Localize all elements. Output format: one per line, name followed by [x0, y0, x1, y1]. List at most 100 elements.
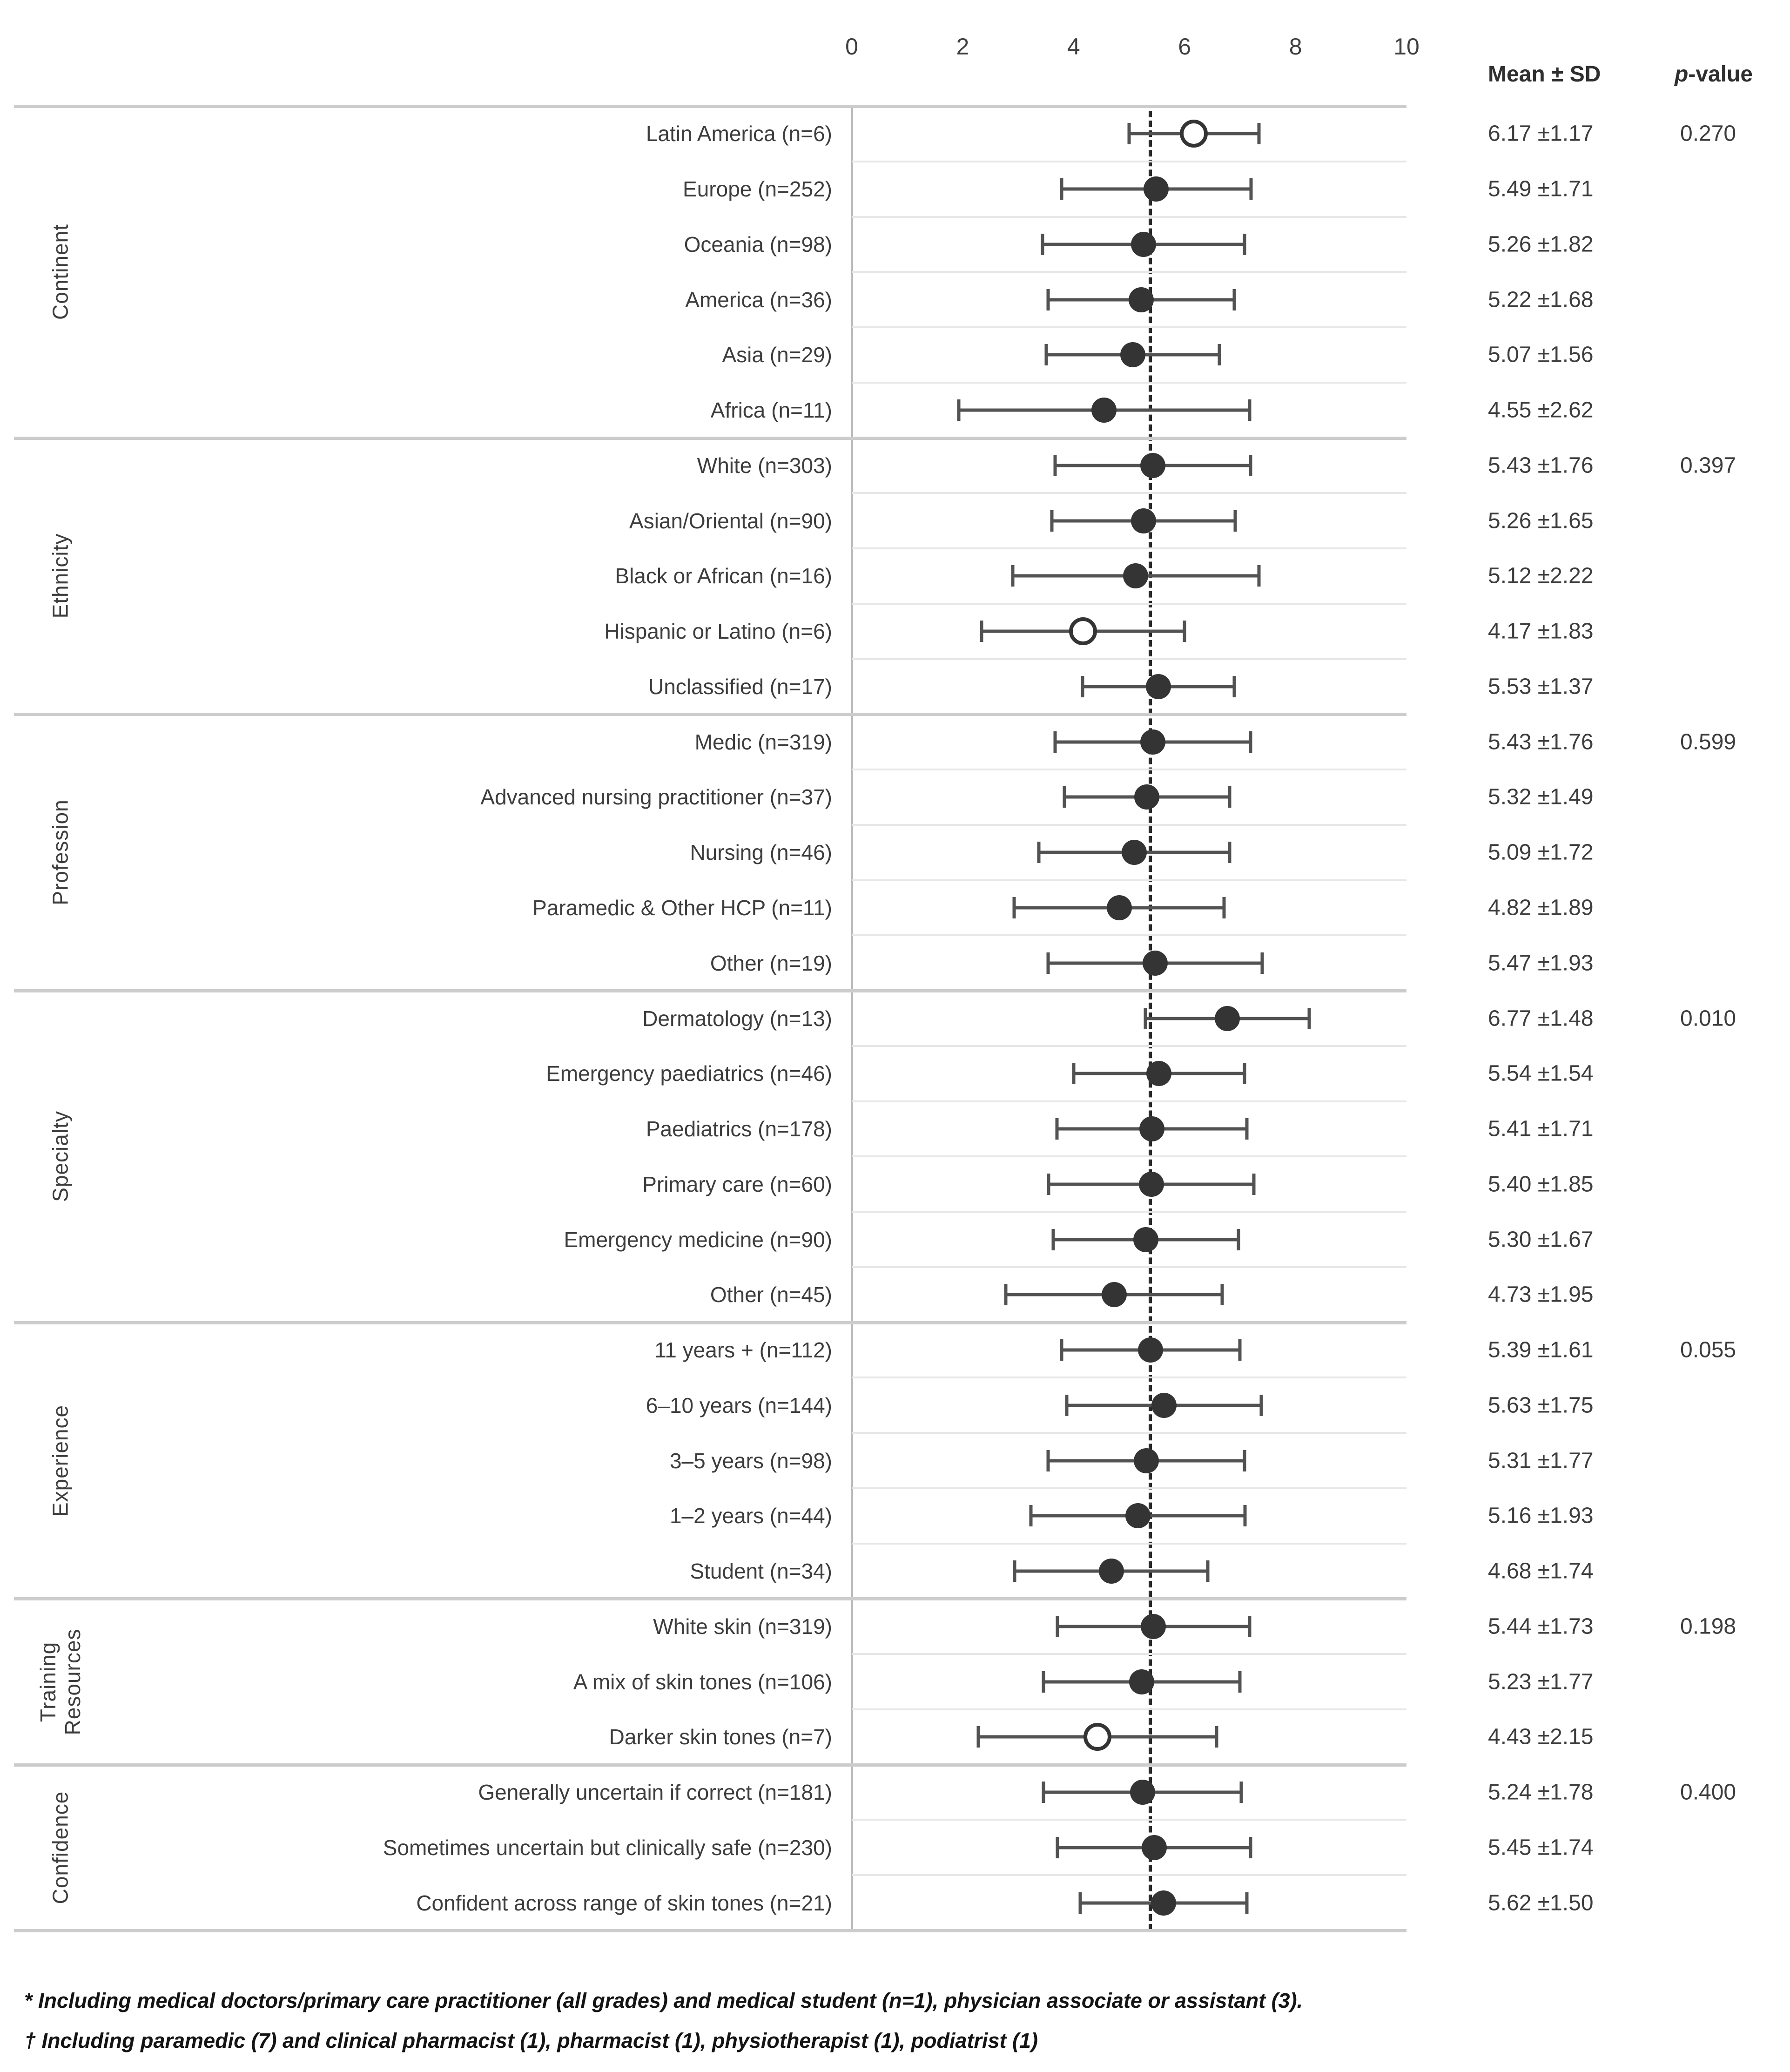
- mean-marker-filled-circle: [1121, 840, 1147, 865]
- mean-marker-open-circle: [1083, 1723, 1112, 1751]
- error-bar-cap-right: [1183, 621, 1186, 642]
- error-bar-cap-left: [1029, 1505, 1033, 1527]
- mean-sd-value: 5.47 ±1.93: [1488, 951, 1594, 976]
- error-bar-cap-left: [1063, 786, 1066, 808]
- mean-marker-filled-circle: [1214, 1006, 1240, 1031]
- mean-sd-value: 5.32 ±1.49: [1488, 784, 1594, 810]
- mean-sd-value: 5.49 ±1.71: [1488, 176, 1594, 202]
- mean-sd-value: 5.07 ±1.56: [1488, 342, 1594, 367]
- category-label-continent: Continent: [48, 224, 73, 320]
- row-label: Hispanic or Latino (n=6): [604, 619, 832, 644]
- row-label: Africa (n=11): [710, 398, 832, 423]
- group-boundary-line: [14, 436, 1406, 440]
- error-bar-cap-right: [1243, 1063, 1246, 1085]
- mean-marker-filled-circle: [1146, 674, 1171, 699]
- row-label: Nursing (n=46): [690, 840, 832, 865]
- row-label: Primary care (n=60): [642, 1172, 832, 1196]
- mean-sd-value: 5.41 ±1.71: [1488, 1116, 1594, 1141]
- mean-sd-value: 5.22 ±1.68: [1488, 287, 1594, 312]
- x-axis-tick-label: 10: [1393, 34, 1420, 60]
- mean-sd-value: 5.44 ±1.73: [1488, 1614, 1594, 1639]
- row-label: Asia (n=29): [722, 343, 832, 367]
- row-separator-line: [852, 492, 1406, 494]
- row-separator-line: [852, 381, 1406, 384]
- row-separator-line: [852, 1819, 1406, 1821]
- error-bar-cap-left: [976, 1726, 980, 1748]
- mean-sd-value: 5.12 ±2.22: [1488, 563, 1594, 588]
- mean-sd-value: 5.63 ±1.75: [1488, 1393, 1594, 1418]
- error-bar-cap-right: [1243, 1450, 1246, 1471]
- error-bar-cap-right: [1260, 952, 1264, 974]
- row-separator-line: [852, 1211, 1406, 1213]
- mean-sd-value: 5.43 ±1.76: [1488, 453, 1594, 478]
- error-bar-cap-right: [1257, 123, 1261, 145]
- mean-sd-value: 5.30 ±1.67: [1488, 1227, 1594, 1252]
- mean-marker-filled-circle: [1130, 1780, 1155, 1805]
- mean-marker-filled-circle: [1120, 342, 1146, 368]
- mean-marker-filled-circle: [1134, 784, 1160, 810]
- group-boundary-line: [14, 1597, 1406, 1601]
- row-label: Latin America (n=6): [646, 121, 832, 146]
- error-bar-cap-left: [1078, 1892, 1082, 1914]
- mean-sd-value: 5.23 ±1.77: [1488, 1669, 1594, 1694]
- error-bar-cap-left: [1081, 675, 1084, 697]
- mean-sd-value: 5.09 ±1.72: [1488, 840, 1594, 865]
- row-label: 1–2 years (n=44): [669, 1504, 832, 1528]
- row-label: 11 years + (n=112): [654, 1338, 832, 1363]
- p-value: 0.010: [1680, 1006, 1736, 1031]
- error-bar-cap-right: [1249, 454, 1252, 476]
- footnote-asterisk: * Including medical doctors/primary care…: [24, 1989, 1303, 2012]
- error-bar-cap-right: [1243, 1505, 1247, 1527]
- error-bar-cap-left: [1051, 1228, 1055, 1250]
- row-separator-line: [852, 1377, 1406, 1379]
- mean-marker-filled-circle: [1106, 895, 1132, 920]
- error-bar-cap-left: [1060, 178, 1063, 200]
- row-separator-line: [852, 823, 1406, 826]
- category-label-ethnicity: Ethnicity: [48, 533, 73, 619]
- mean-sd-value: 4.82 ±1.89: [1488, 895, 1594, 920]
- error-bar-cap-right: [1252, 1173, 1256, 1195]
- mean-marker-filled-circle: [1141, 1835, 1167, 1860]
- table-bottom-line: [14, 1929, 1406, 1932]
- error-bar-cap-right: [1249, 731, 1252, 753]
- reference-mean-dashed-line: [1149, 111, 1152, 1930]
- row-separator-line: [852, 271, 1406, 273]
- row-label: A mix of skin tones (n=106): [573, 1669, 832, 1694]
- error-bar-cap-left: [1065, 1394, 1069, 1416]
- mean-sd-value: 4.43 ±2.15: [1488, 1724, 1594, 1749]
- row-label: Darker skin tones (n=7): [609, 1725, 832, 1749]
- row-label: White skin (n=319): [653, 1614, 832, 1639]
- p-value: 0.400: [1680, 1780, 1736, 1805]
- mean-sd-value: 4.68 ±1.74: [1488, 1559, 1594, 1584]
- row-separator-line: [852, 1155, 1406, 1158]
- row-label: 3–5 years (n=98): [669, 1448, 832, 1473]
- error-bar-cap-right: [1259, 1394, 1263, 1416]
- row-separator-line: [852, 1708, 1406, 1710]
- group-boundary-line: [14, 989, 1406, 993]
- mean-marker-filled-circle: [1098, 1559, 1124, 1584]
- error-bar-cap-right: [1307, 1007, 1311, 1029]
- error-bar-cap-left: [1011, 565, 1015, 587]
- error-bar-cap-left: [1004, 1284, 1008, 1306]
- error-bar-cap-left: [1044, 344, 1048, 366]
- error-bar-cap-left: [1056, 1615, 1059, 1637]
- mean-sd-value: 4.55 ±2.62: [1488, 398, 1594, 423]
- error-bar-cap-right: [1238, 1671, 1242, 1693]
- error-bar-cap-left: [1050, 510, 1054, 532]
- row-separator-line: [852, 769, 1406, 771]
- row-label: Advanced nursing practitioner (n=37): [480, 785, 832, 810]
- mean-sd-value: 6.17 ±1.17: [1488, 121, 1594, 146]
- error-bar-cap-left: [1013, 1560, 1016, 1582]
- row-label: Europe (n=252): [683, 177, 832, 202]
- error-bar-cap-right: [1245, 1892, 1249, 1914]
- mean-sd-value: 5.24 ±1.78: [1488, 1780, 1594, 1805]
- error-bar-cap-right: [1238, 1339, 1242, 1361]
- mean-marker-filled-circle: [1146, 1061, 1172, 1087]
- error-bar-cap-right: [1228, 842, 1231, 864]
- error-bar-cap-right: [1237, 1228, 1240, 1250]
- row-separator-line: [852, 934, 1406, 937]
- mean-marker-open-circle: [1069, 617, 1097, 646]
- error-bar-cap-left: [1072, 1063, 1076, 1085]
- row-label: Sometimes uncertain but clinically safe …: [383, 1835, 832, 1860]
